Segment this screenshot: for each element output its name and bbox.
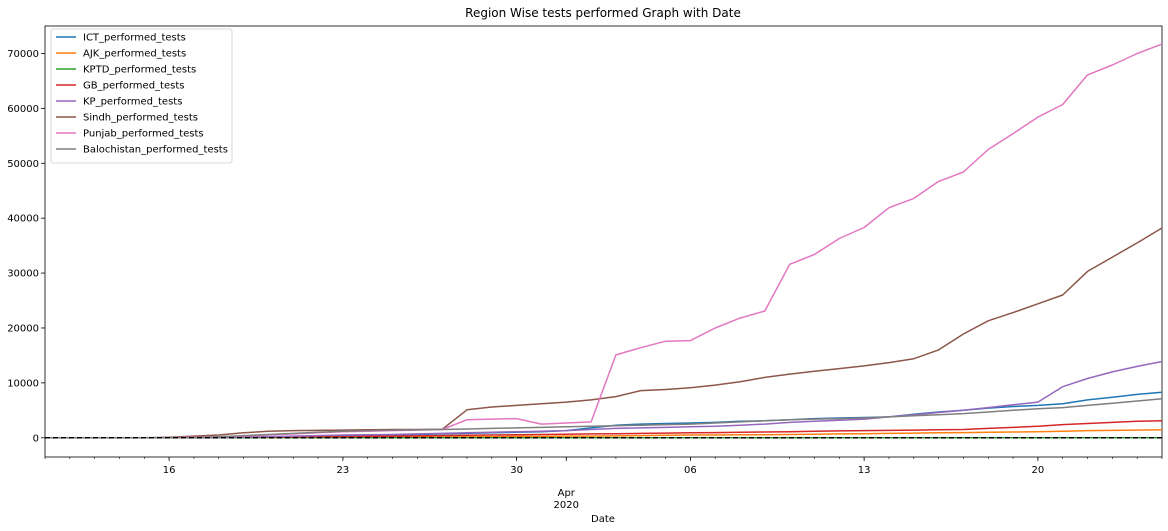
x-year-label: 2020 xyxy=(554,500,579,511)
series-line-balochistan-performed-tests xyxy=(45,398,1163,439)
y-tick-label: 40000 xyxy=(7,214,39,225)
y-tick-label: 50000 xyxy=(7,159,39,170)
legend-box xyxy=(50,28,233,164)
y-tick-label: 70000 xyxy=(7,49,39,60)
x-tick-label: 20 xyxy=(1032,465,1045,476)
x-tick-label: 06 xyxy=(684,465,697,476)
x-tick-label: 16 xyxy=(163,465,176,476)
chart-title: Region Wise tests performed Graph with D… xyxy=(465,6,741,20)
legend-entry: KP_performed_tests xyxy=(83,97,182,108)
legend-entry: Punjab_performed_tests xyxy=(83,129,204,140)
legend-entry: ICT_performed_tests xyxy=(83,33,186,44)
legend-entry: GB_performed_tests xyxy=(83,81,184,92)
y-tick-label: 0 xyxy=(33,433,39,444)
axes-frame xyxy=(44,25,1163,458)
x-tick-label: 30 xyxy=(510,465,523,476)
series-line-ict-performed-tests xyxy=(45,391,1163,439)
legend-entry: Balochistan_performed_tests xyxy=(83,145,228,156)
plot-area: 0 10000 20000 30000 40000 50000 60000 70000 16 23… xyxy=(7,25,1163,476)
x-month-label: Apr xyxy=(558,488,576,499)
x-tick-label: 13 xyxy=(858,465,871,476)
x-axis-label: Date xyxy=(591,514,615,525)
legend-entry: AJK_performed_tests xyxy=(83,49,186,60)
y-tick-label: 30000 xyxy=(7,269,39,280)
y-tick-label: 20000 xyxy=(7,323,39,334)
y-tick-label: 10000 xyxy=(7,378,39,389)
legend-entry: KPTD_performed_tests xyxy=(83,65,196,76)
legend-entry: Sindh_performed_tests xyxy=(83,113,198,124)
y-tick-label: 60000 xyxy=(7,104,39,115)
series-line-sindh-performed-tests xyxy=(45,227,1163,439)
legend: ICT_performed_tests AJK_performed_tests KP… xyxy=(50,28,233,164)
x-tick-label: 23 xyxy=(336,465,349,476)
